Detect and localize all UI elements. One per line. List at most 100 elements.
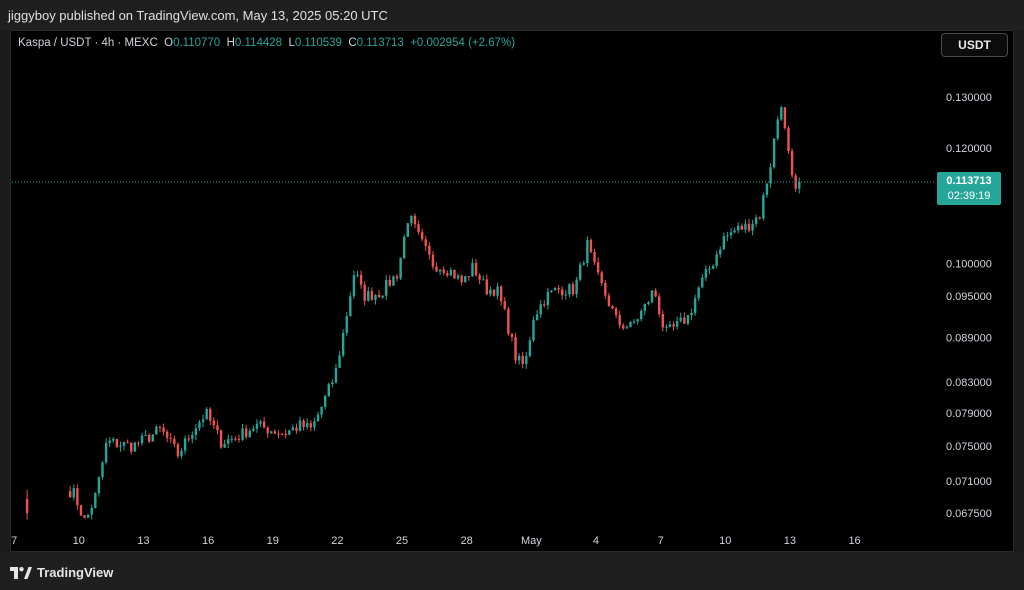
y-tick-label: 0.130000	[946, 92, 992, 104]
candle-body	[525, 356, 528, 364]
candle-body	[76, 488, 79, 506]
candle-body	[492, 289, 496, 296]
candle-body	[345, 316, 348, 333]
tradingview-logo[interactable]: TradingView	[10, 565, 113, 580]
candle-body	[381, 295, 384, 298]
currency-button[interactable]: USDT	[941, 33, 1008, 57]
publisher-bar: jiggyboy published on TradingView.com, M…	[0, 0, 1024, 30]
candle-body	[625, 327, 629, 329]
candle-body	[693, 298, 697, 314]
x-axis: 7 10 13 16 19 22 25 28 May 4 7 10 13 16	[11, 535, 861, 547]
candle-body	[413, 215, 417, 225]
candle-body	[341, 332, 345, 356]
x-tick-label: 10	[719, 535, 731, 547]
last-price-tag: 0.113713 02:39:19	[937, 172, 1001, 205]
candle-body	[482, 279, 485, 281]
x-tick-label: 7	[11, 535, 17, 547]
candle-body	[460, 275, 463, 283]
candle-body	[456, 275, 460, 279]
candle-body	[119, 445, 122, 447]
candle-body	[173, 438, 176, 445]
candle-body	[578, 264, 582, 280]
x-tick-label: 10	[73, 535, 85, 547]
footer-bar	[0, 552, 1024, 590]
x-tick-label: 13	[784, 535, 796, 547]
candle-body	[657, 296, 661, 315]
candle-body	[485, 279, 489, 295]
candle-body	[83, 515, 86, 518]
candle-body	[122, 442, 126, 446]
candle-body	[79, 505, 83, 516]
bar-countdown: 02:39:19	[947, 190, 991, 202]
candle-body	[503, 301, 506, 309]
candle-body	[787, 127, 790, 151]
candle-body	[507, 308, 510, 334]
close-label: C	[348, 37, 357, 49]
candle-body	[550, 290, 553, 292]
candle-body	[165, 431, 169, 438]
change-value: +0.002954 (+2.67%)	[410, 37, 516, 49]
candle-body	[783, 107, 787, 128]
candle-body	[665, 326, 668, 328]
candle-body	[557, 288, 560, 290]
candle-body	[618, 315, 621, 326]
y-tick-label: 0.083000	[946, 377, 992, 389]
candle-body	[306, 423, 309, 427]
y-tick-label: 0.100000	[946, 259, 992, 271]
candle-body	[711, 265, 715, 269]
y-tick-label: 0.067500	[946, 508, 992, 520]
candle-body	[72, 488, 75, 498]
candle-body	[377, 294, 381, 298]
candle-body	[737, 225, 740, 231]
candle-body	[284, 434, 287, 436]
candle-body	[255, 423, 259, 429]
candle-body	[528, 340, 532, 357]
chart-area[interactable]	[10, 30, 1014, 552]
high-value: 0.114428	[234, 37, 283, 49]
candle-body	[697, 287, 700, 299]
candle-body	[137, 442, 140, 444]
candle-body	[162, 427, 165, 432]
candle-body	[209, 408, 212, 421]
candle-body	[25, 499, 29, 513]
candle-body	[219, 430, 223, 448]
candle-body	[647, 302, 650, 304]
candle-body	[622, 325, 625, 329]
open-value: 0.110770	[173, 37, 221, 49]
x-tick-label: 16	[848, 535, 860, 547]
candle-body	[722, 236, 726, 250]
candle-body	[654, 290, 657, 297]
publisher-line: jiggyboy published on TradingView.com, M…	[8, 8, 388, 23]
candle-body	[571, 284, 575, 295]
candle-body	[496, 286, 499, 296]
candle-body	[499, 286, 503, 302]
candle-body	[417, 224, 420, 233]
candle-body	[769, 167, 772, 184]
candle-body	[754, 217, 758, 224]
x-tick-label: May	[521, 535, 542, 547]
candle-body	[237, 438, 241, 440]
candle-body	[428, 245, 431, 255]
candle-body	[765, 183, 769, 195]
candle-body	[68, 491, 72, 498]
candle-body	[291, 427, 295, 431]
close-value: 0.113713	[356, 37, 404, 49]
candle-body	[582, 263, 585, 265]
candle-body	[690, 313, 693, 316]
candle-body	[155, 426, 158, 435]
candle-body	[309, 423, 313, 428]
candle-body	[521, 355, 524, 364]
symbol-legend: Kaspa / USDT · 4h · MEXC O0.110770 H0.11…	[18, 37, 515, 49]
candle-body	[201, 419, 205, 423]
candle-body	[546, 291, 550, 306]
candle-body	[108, 440, 111, 444]
candle-body	[474, 262, 478, 276]
candle-body	[672, 324, 675, 327]
candle-body	[374, 294, 377, 300]
candle-body	[629, 321, 632, 328]
candle-body	[611, 306, 614, 309]
candle-body	[478, 275, 481, 280]
candle-body	[464, 276, 467, 283]
candle-body	[227, 439, 230, 444]
